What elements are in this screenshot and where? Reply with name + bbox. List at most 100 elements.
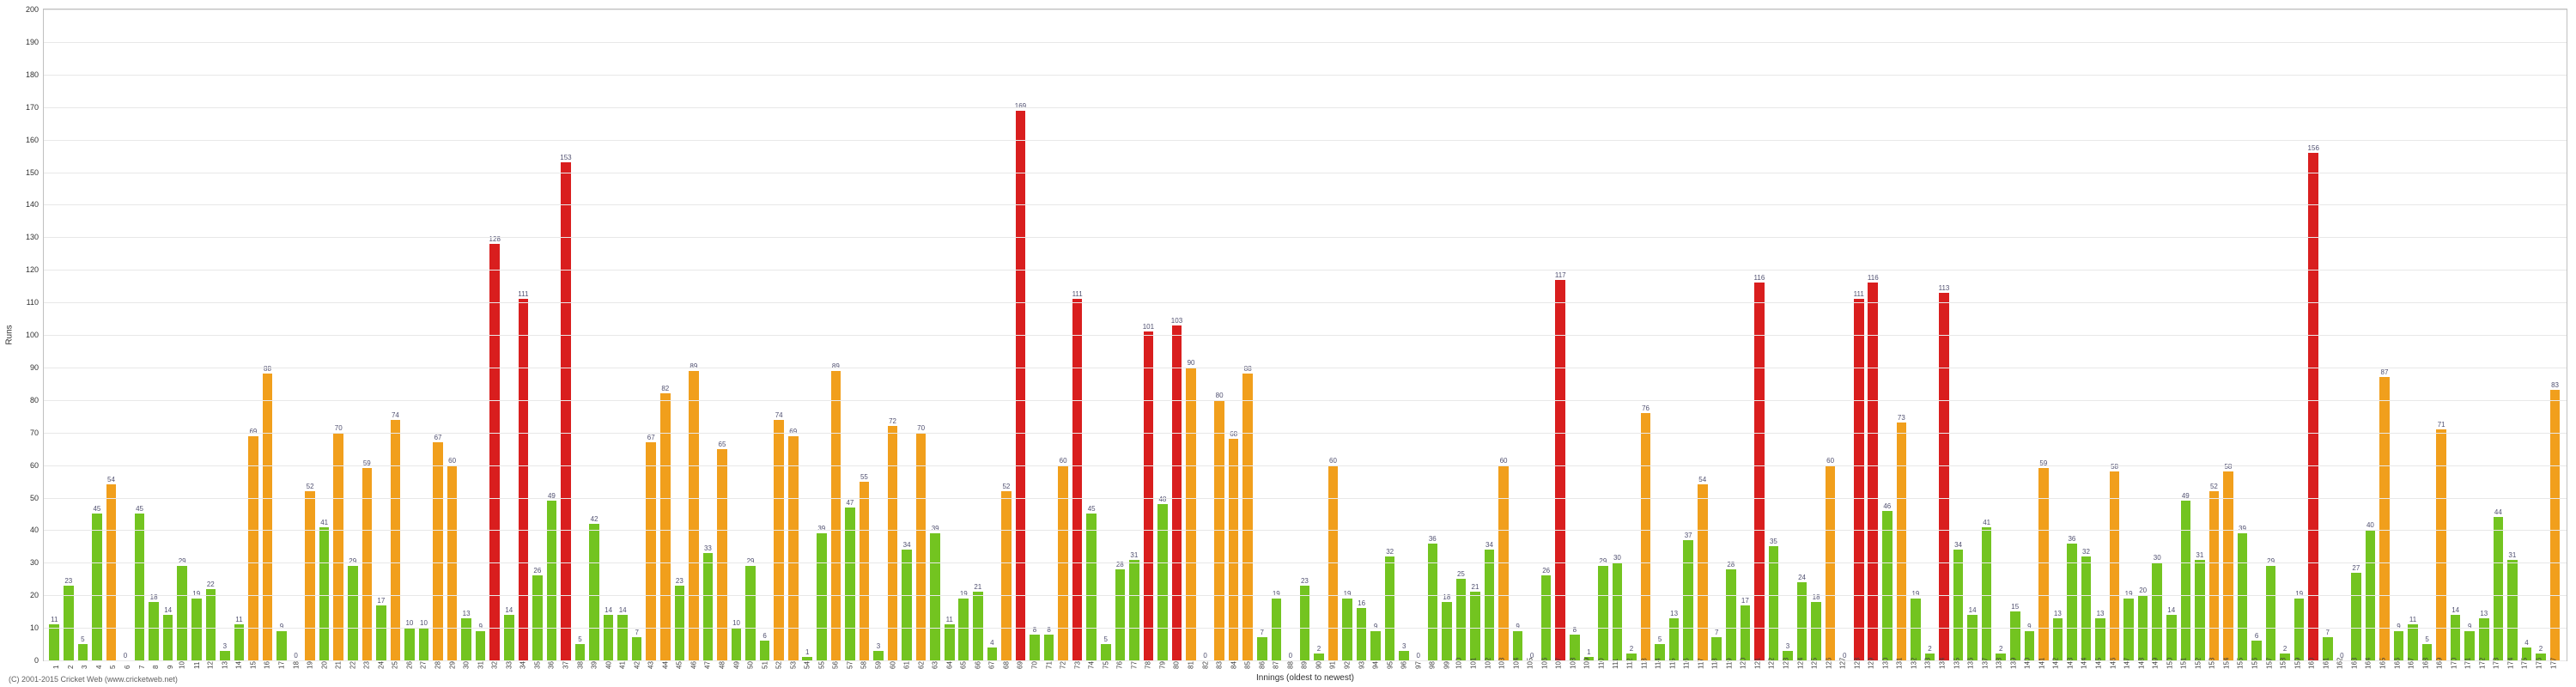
bar [1001, 491, 1012, 660]
xtick-label: 27 [420, 661, 428, 669]
bar-value-label: 74 [775, 412, 783, 419]
xtick-label: 50 [747, 661, 755, 669]
xtick-label: 87 [1273, 661, 1280, 669]
bar-value-label: 33 [704, 545, 712, 552]
xtick-label: 122 [1768, 658, 1776, 669]
bar-value-label: 5 [1104, 636, 1108, 643]
bar [2507, 560, 2518, 660]
xtick-label: 145 [2094, 658, 2102, 669]
bar [1854, 299, 1864, 660]
bar-value-label: 89 [832, 363, 840, 370]
xtick-label: 107 [1555, 658, 1563, 669]
bar-value-label: 19 [2125, 591, 2133, 598]
bar [1428, 544, 1438, 660]
bar-value-label: 41 [320, 520, 328, 526]
ytick-label: 130 [26, 233, 44, 241]
bar [348, 566, 358, 660]
bar-value-label: 69 [789, 429, 797, 435]
bar [1342, 599, 1352, 660]
bar [2123, 599, 2134, 660]
bar [376, 605, 386, 660]
xtick-label: 74 [1088, 661, 1096, 669]
bar [958, 599, 969, 660]
gridline [44, 237, 2567, 238]
bar-value-label: 21 [974, 584, 981, 591]
ytick-label: 120 [26, 265, 44, 274]
xtick-label: 86 [1258, 661, 1266, 669]
xtick-label: 28 [434, 661, 442, 669]
bar [1669, 618, 1680, 660]
bar-value-label: 60 [448, 458, 456, 465]
xtick-label: 15 [249, 661, 257, 669]
bar [860, 482, 870, 660]
xtick-label: 59 [875, 661, 883, 669]
xtick-label: 55 [817, 661, 825, 669]
xtick-label: 57 [846, 661, 854, 669]
bar-value-label: 14 [619, 607, 627, 614]
bar [92, 514, 102, 660]
bar-value-label: 52 [1002, 483, 1010, 490]
xtick-label: 164 [2365, 658, 2372, 669]
bar [2166, 615, 2177, 660]
bar [1314, 654, 1324, 660]
bar [902, 550, 912, 660]
bar-value-label: 3 [1402, 643, 1406, 650]
bar-value-label: 13 [2480, 611, 2488, 617]
xtick-label: 80 [1173, 661, 1181, 669]
xtick-label: 123 [1782, 658, 1789, 669]
bar-value-label: 11 [2409, 617, 2416, 623]
bar-value-label: 169 [1015, 103, 1026, 110]
bar [1272, 599, 1282, 660]
xtick-label: 75 [1102, 661, 1109, 669]
bar-value-label: 29 [1599, 558, 1607, 565]
bar-value-label: 101 [1143, 324, 1154, 331]
bar [632, 637, 642, 660]
bar [788, 436, 799, 661]
xtick-label: 60 [889, 661, 896, 669]
xtick-label: 92 [1344, 661, 1352, 669]
gridline [44, 75, 2567, 76]
ytick-label: 40 [30, 526, 44, 534]
bar-value-label: 34 [903, 542, 911, 549]
bar-value-label: 39 [932, 526, 939, 532]
xtick-label: 8 [152, 666, 160, 669]
xtick-label: 168 [2421, 658, 2429, 669]
bar [1370, 631, 1381, 660]
xtick-label: 3 [81, 666, 88, 669]
bar-value-label: 65 [719, 441, 726, 448]
bar-value-label: 2 [1317, 646, 1321, 653]
bar-value-label: 3 [1786, 643, 1789, 650]
bar-value-label: 5 [1658, 636, 1662, 643]
gridline [44, 498, 2567, 499]
bar [163, 615, 173, 660]
bar [49, 624, 59, 660]
bar-value-label: 52 [307, 483, 314, 490]
y-axis-label: Runs [5, 325, 15, 344]
bar-value-label: 14 [505, 607, 513, 614]
xtick-label: 126 [1825, 658, 1832, 669]
xtick-label: 47 [704, 661, 712, 669]
bar-value-label: 2 [1630, 646, 1633, 653]
gridline [44, 562, 2567, 563]
bar [760, 641, 770, 660]
xtick-label: 53 [789, 661, 797, 669]
ytick-label: 170 [26, 103, 44, 112]
xtick-label: 84 [1230, 661, 1237, 669]
ytick-label: 30 [30, 558, 44, 567]
bar-value-label: 36 [1429, 536, 1437, 543]
gridline [44, 140, 2567, 141]
bar [1470, 592, 1480, 660]
bar-value-label: 7 [1261, 629, 1264, 636]
bar [2081, 556, 2092, 660]
bar [617, 615, 628, 660]
bar-value-label: 9 [1374, 623, 1377, 630]
gridline [44, 204, 2567, 205]
bar [333, 433, 343, 660]
bar-value-label: 13 [2054, 611, 2062, 617]
bar [575, 644, 586, 660]
xtick-label: 4 [95, 666, 103, 669]
ytick-label: 180 [26, 70, 44, 79]
bar-value-label: 6 [762, 633, 766, 640]
bar-value-label: 15 [2011, 604, 2019, 611]
xtick-label: 82 [1201, 661, 1209, 669]
